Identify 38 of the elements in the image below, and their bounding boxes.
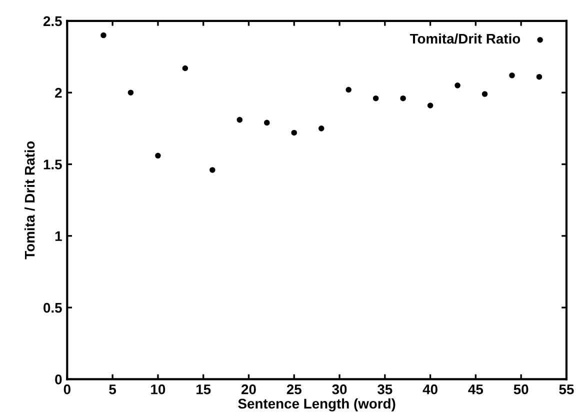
x-axis-title: Sentence Length (word) — [238, 398, 396, 412]
y-tick-label: 2.5 — [43, 16, 62, 26]
x-tick-label: 30 — [332, 384, 347, 394]
legend-label: Tomita/Drit Ratio — [410, 33, 520, 44]
y-tick-label: 1 — [55, 231, 62, 241]
x-tick-label: 15 — [196, 384, 211, 394]
x-tick-label: 50 — [514, 384, 528, 394]
point — [291, 130, 298, 136]
point — [536, 74, 542, 80]
x-tick-label: 20 — [241, 384, 256, 394]
y-tick-label: 0 — [55, 374, 62, 384]
point — [318, 126, 324, 132]
x-tick-label: 35 — [378, 384, 392, 394]
point — [400, 95, 406, 102]
point — [128, 90, 134, 96]
point — [509, 72, 515, 78]
point — [182, 65, 188, 72]
point — [100, 32, 106, 38]
x-tick-label: 55 — [559, 384, 574, 394]
point — [264, 120, 270, 126]
point — [482, 91, 488, 97]
x-tick-label: 25 — [286, 384, 302, 394]
point — [427, 102, 434, 108]
x-tick-label: 40 — [422, 384, 438, 394]
point — [346, 86, 352, 93]
x-tick-label: 0 — [64, 384, 70, 394]
y-tick-label: 0.5 — [44, 302, 62, 313]
x-tick-label: 45 — [468, 384, 484, 394]
point — [454, 82, 460, 88]
point — [236, 116, 243, 123]
point — [210, 167, 216, 173]
x-tick-label: 5 — [109, 384, 116, 394]
y-axis-title: Tomita / Drit Ratio — [24, 141, 35, 260]
point — [372, 95, 379, 102]
x-tick-label: 10 — [151, 384, 166, 394]
y-tick-label: 2 — [55, 88, 62, 98]
point — [155, 152, 161, 159]
y-tick-label: 1.5 — [44, 160, 62, 170]
